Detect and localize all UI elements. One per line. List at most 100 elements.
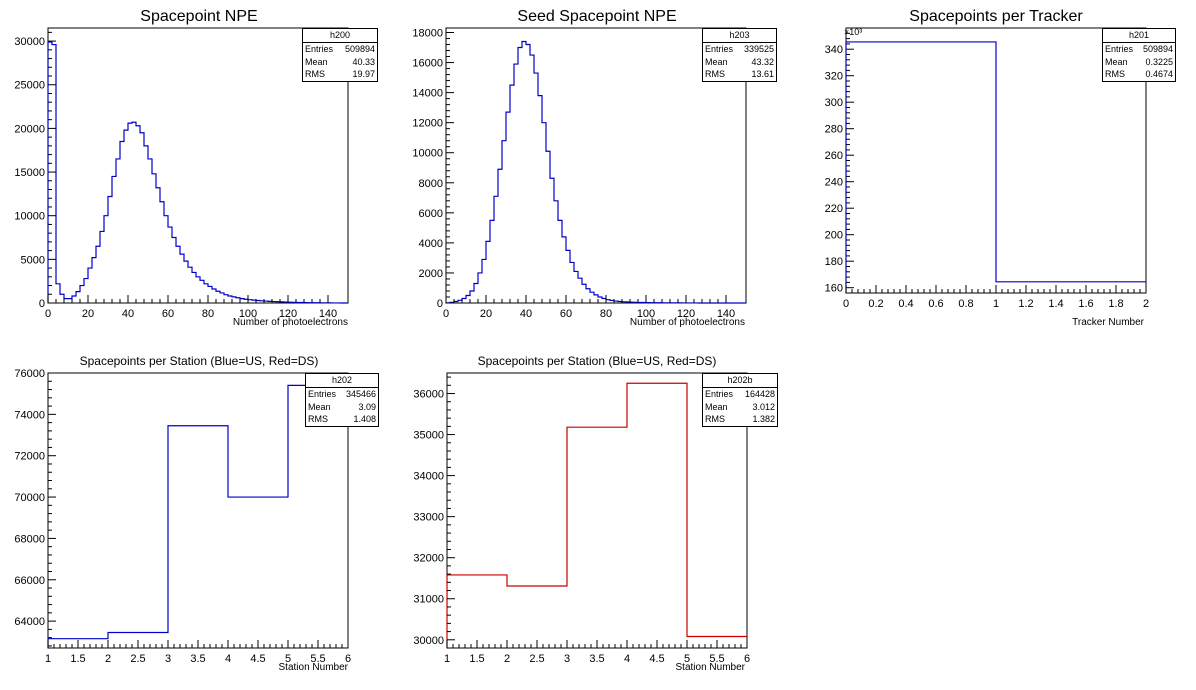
stats-mean-label: Mean: [1105, 56, 1128, 67]
x-tick-label: 100: [637, 308, 655, 320]
x-tick-label: 6: [345, 653, 351, 665]
x-tick-label: 1.4: [1048, 298, 1063, 310]
pad-h201: Spacepoints per Tracker 0 0.2 0.4 0.6 0.8 1 1.…: [796, 0, 1196, 345]
x-tick-label: 60: [560, 308, 572, 320]
histogram-plot: 0 20 40 60 80 100 120 140 0 5000 10000 15000 20000 25…: [14, 27, 349, 320]
x-tick-label: 100: [239, 308, 257, 320]
y-tick-label: 4000: [419, 238, 443, 250]
y-tick-label: 30000: [14, 36, 45, 48]
histogram-bin: [228, 497, 288, 648]
histogram-bin: [567, 427, 627, 648]
stats-entries-label: Entries: [705, 43, 734, 54]
x-tick-label: 2: [1143, 298, 1149, 310]
histogram-plot: 1 1.5 2 2.5 3 3.5 4 4.5 5 5.5 6 64000 66000 68000 7000…: [14, 368, 351, 665]
x-tick-label: 40: [520, 308, 532, 320]
histogram-series: [845, 41, 1146, 293]
x-tick-label: 4.5: [649, 653, 664, 665]
x-tick-label: 2: [105, 653, 111, 665]
histogram-bin: [507, 586, 567, 648]
y-tick-label: 32000: [413, 553, 444, 565]
x-tick-label: 5: [285, 653, 291, 665]
x-tick-label: 140: [717, 308, 735, 320]
y-tick-label: 15000: [14, 167, 45, 179]
y-tick-label: 35000: [413, 430, 444, 442]
stats-mean-label: Mean: [705, 56, 728, 67]
x-tick-label: 1: [993, 298, 999, 310]
y-tick-label: 72000: [14, 451, 45, 463]
pad-h202: Spacepoints per Station (Blue=US, Red=DS…: [0, 0, 398, 690]
stats-name: h202b: [703, 374, 777, 388]
y-tick-label: 20000: [14, 123, 45, 135]
x-tick-label: 120: [279, 308, 297, 320]
x-tick-label: 3.5: [190, 653, 205, 665]
stats-name: h200: [303, 29, 377, 43]
stats-box: h202 Entries 345466 Mean 3.09 RMS 1.408: [305, 373, 379, 428]
stats-rms-value: 1.408: [353, 414, 376, 425]
y-tick-label: 180: [825, 256, 843, 268]
histogram-bin: [627, 383, 687, 648]
y-tick-label: 36000: [413, 389, 444, 401]
y-tick-label: 220: [825, 203, 843, 215]
y-tick-label: 240: [825, 177, 843, 189]
x-tick-label: 140: [319, 308, 337, 320]
x-tick-label: 20: [82, 308, 94, 320]
plot-frame: [445, 27, 747, 304]
stats-mean-label: Mean: [308, 401, 331, 412]
x-tick-label: 4.5: [250, 653, 265, 665]
stats-name: h201: [1103, 29, 1175, 43]
x-tick-label: 1.6: [1078, 298, 1093, 310]
y-tick-label: 64000: [14, 616, 45, 628]
y-tick-label: 33000: [413, 512, 444, 524]
stats-box: h201 Entries 509894 Mean 0.3225 RMS 0.4674: [1102, 28, 1176, 83]
x-tick-label: 3: [165, 653, 171, 665]
histogram-bin: [996, 282, 1146, 293]
stats-rms-label: RMS: [705, 414, 725, 425]
chart-title: Spacepoints per Tracker: [909, 8, 1083, 25]
chart-title: Spacepoints per Station (Blue=US, Red=DS…: [79, 354, 319, 368]
y-tick-label: 25000: [14, 80, 45, 92]
y-tick-label: 14000: [412, 88, 443, 100]
y-tick-label: 0: [437, 298, 443, 310]
stats-box: h200 Entries 509894 Mean 40.33 RMS 19.97: [302, 28, 378, 83]
x-tick-label: 1: [45, 653, 51, 665]
stats-entries-value: 345466: [345, 388, 376, 399]
stats-rms-value: 1.382: [752, 414, 775, 425]
y-tick-label: 12000: [412, 118, 443, 130]
y-tick-label: 34000: [413, 471, 444, 483]
y-tick-label: 200: [825, 230, 843, 242]
histogram-series: [446, 382, 747, 648]
x-axis-label: Tracker Number: [1072, 317, 1144, 328]
x-tick-label: 1.5: [469, 653, 484, 665]
x-tick-label: 40: [122, 308, 134, 320]
y-tick-label: 70000: [14, 492, 45, 504]
y-tick-label: 340: [825, 44, 843, 56]
x-tick-label: 0: [843, 298, 849, 310]
x-tick-label: 0: [45, 308, 51, 320]
x-tick-label: 20: [480, 308, 492, 320]
y-tick-label: 280: [825, 124, 843, 136]
x-tick-label: 1.2: [1018, 298, 1033, 310]
x-tick-label: 4: [225, 653, 231, 665]
y-tick-label: 74000: [14, 409, 45, 421]
stats-entries-value: 339525: [743, 43, 774, 54]
x-tick-label: 0.8: [958, 298, 973, 310]
stats-entries-label: Entries: [705, 388, 734, 399]
stats-entries-label: Entries: [308, 388, 337, 399]
y-tick-label: 260: [825, 150, 843, 162]
x-tick-label: 80: [202, 308, 214, 320]
stats-rms-value: 13.61: [751, 69, 774, 80]
histogram-plot: 1 1.5 2 2.5 3 3.5 4 4.5 5 5.5 6 30000 31000 32000 3300…: [413, 372, 750, 665]
stats-rms-label: RMS: [308, 414, 328, 425]
stats-rms-label: RMS: [705, 69, 725, 80]
stats-mean-value: 0.3225: [1145, 56, 1173, 67]
x-tick-label: 0.6: [928, 298, 943, 310]
histogram-bin: [846, 42, 996, 293]
histogram-plot: 0 20 40 60 80 100 120 140 0 2000 4000 6000 8000 10000…: [412, 27, 747, 320]
x-tick-label: 2: [504, 653, 510, 665]
stats-entries-label: Entries: [1105, 43, 1134, 54]
x-tick-label: 6: [744, 653, 750, 665]
histogram-bin: [168, 426, 228, 648]
y-tick-label: 16000: [412, 58, 443, 70]
stats-mean-value: 43.32: [751, 56, 774, 67]
stats-rms-label: RMS: [305, 69, 325, 80]
